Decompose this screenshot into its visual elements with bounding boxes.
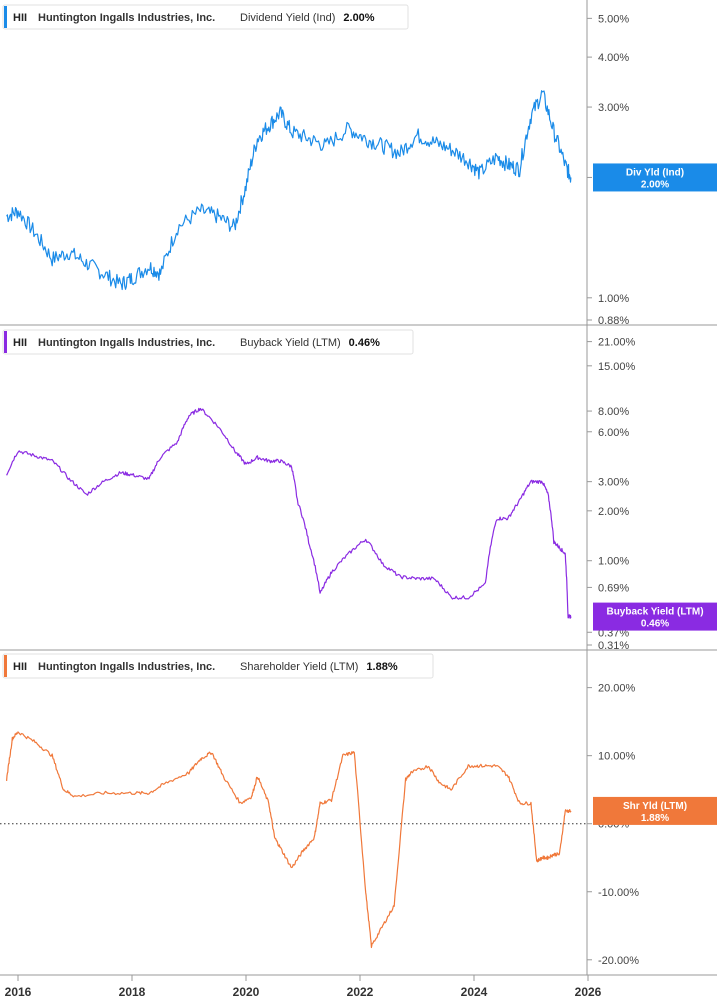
y-tick-label: 0.88% bbox=[598, 315, 629, 327]
legend-metric: Dividend Yield (Ind) bbox=[240, 12, 335, 24]
panel-2: 21.00% 15.00% 8.00% 6.00% 3.00% 2.00% 1.00% 0.6… bbox=[2, 329, 717, 652]
x-tick-label: 2016 bbox=[5, 985, 32, 999]
y-tick-label: 6.00% bbox=[598, 427, 629, 439]
y-tick-label: 5.00% bbox=[598, 13, 629, 25]
value-badge bbox=[593, 602, 717, 631]
series-line bbox=[6, 90, 572, 291]
legend-value: 2.00% bbox=[343, 12, 374, 24]
legend-box bbox=[2, 653, 434, 679]
x-axis: 2016 2018 2020 2022 2024 2026 bbox=[5, 985, 602, 999]
value-badge bbox=[593, 163, 717, 192]
legend-box bbox=[2, 329, 414, 355]
badge-value: 0.46% bbox=[641, 619, 669, 630]
badge-value: 2.00% bbox=[641, 179, 669, 190]
legend-company: Huntington Ingalls Industries, Inc. bbox=[38, 337, 215, 349]
legend-company: Huntington Ingalls Industries, Inc. bbox=[38, 12, 215, 24]
legend-color-bar bbox=[4, 655, 7, 677]
y-tick-label: 3.00% bbox=[598, 477, 629, 489]
legend[interactable]: HII Huntington Ingalls Industries, Inc. Di… bbox=[2, 4, 409, 30]
legend-metric: Buyback Yield (LTM) bbox=[240, 337, 341, 349]
y-tick-label: 3.00% bbox=[598, 102, 629, 114]
legend-symbol: HII bbox=[13, 337, 27, 349]
y-tick-label: 20.00% bbox=[598, 683, 636, 695]
legend[interactable]: HII Huntington Ingalls Industries, Inc. Sh… bbox=[2, 653, 434, 679]
badge-label: Buyback Yield (LTM) bbox=[606, 607, 703, 618]
y-tick-label: 21.00% bbox=[598, 337, 636, 349]
legend-color-bar bbox=[4, 331, 7, 353]
y-tick-label: 4.00% bbox=[598, 52, 629, 64]
x-tick-label: 2020 bbox=[233, 985, 260, 999]
y-tick-label: 0.31% bbox=[598, 640, 629, 652]
y-tick-label: -20.00% bbox=[598, 955, 639, 967]
badge-label: Div Yld (Ind) bbox=[626, 167, 684, 178]
legend-metric: Shareholder Yield (LTM) bbox=[240, 661, 358, 673]
y-tick-label: 0.69% bbox=[598, 582, 629, 594]
panel-3: 20.00%10.00%0.00%-10.00%-20.00%Shr Yld (… bbox=[0, 653, 717, 967]
value-badge bbox=[593, 796, 717, 825]
legend-color-bar bbox=[4, 6, 7, 28]
legend-box bbox=[2, 4, 409, 30]
y-tick-label: -10.00% bbox=[598, 887, 639, 899]
legend-company: Huntington Ingalls Industries, Inc. bbox=[38, 661, 215, 673]
y-tick-label: 1.00% bbox=[598, 556, 629, 568]
y-tick-label: 1.00% bbox=[598, 293, 629, 305]
x-tick-label: 2026 bbox=[575, 985, 602, 999]
badge-value: 1.88% bbox=[641, 813, 669, 824]
x-tick-label: 2024 bbox=[461, 985, 488, 999]
badge-label: Shr Yld (LTM) bbox=[623, 801, 687, 812]
x-tick-label: 2018 bbox=[119, 985, 146, 999]
y-tick-label: 10.00% bbox=[598, 751, 636, 763]
series-line bbox=[6, 731, 572, 949]
legend-symbol: HII bbox=[13, 661, 27, 673]
y-tick-label: 8.00% bbox=[598, 406, 629, 418]
legend-symbol: HII bbox=[13, 12, 27, 24]
panel-1: 5.00% 4.00% 3.00% 2.00% 1.00% 0.88% Div Yld (I… bbox=[2, 4, 717, 327]
y-tick-label: 2.00% bbox=[598, 506, 629, 518]
x-axis-ticks bbox=[17, 975, 589, 981]
legend-value: 0.46% bbox=[349, 337, 380, 349]
x-tick-label: 2022 bbox=[347, 985, 374, 999]
legend[interactable]: HII Huntington Ingalls Industries, Inc. Bu… bbox=[2, 329, 414, 355]
legend-value: 1.88% bbox=[366, 661, 397, 673]
y-tick-label: 15.00% bbox=[598, 361, 636, 373]
series-line bbox=[6, 407, 572, 619]
